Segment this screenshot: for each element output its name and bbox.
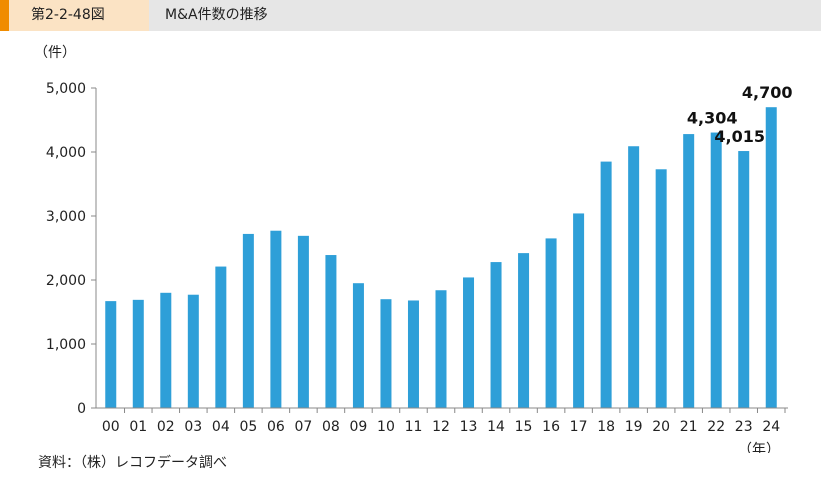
bar [518,253,530,408]
figure-number: 第2-2-48図 [9,0,149,31]
x-tick-label: 21 [680,419,698,435]
bar [738,151,750,408]
data-label: 4,015 [714,127,765,146]
x-tick-label: 20 [652,419,670,435]
y-axis: 0 1,000 2,000 3,000 4,000 5,000 [46,81,97,417]
figure-title: M&A件数の推移 [165,7,268,23]
bar [132,299,144,408]
header-accent [0,0,9,31]
bar [655,169,667,408]
x-tick-label: 12 [432,419,450,435]
bar [545,238,557,408]
x-tick-label: 03 [184,419,202,435]
x-tick-label: 15 [515,419,533,435]
y-axis-unit-label: （件） [34,45,76,61]
bar [325,255,337,408]
x-tick-label: 14 [487,419,505,435]
y-tick-label: 2,000 [46,273,86,289]
bar [573,213,585,408]
bar [683,134,695,408]
x-axis-unit-label: （年） [738,442,780,453]
x-tick-label: 05 [239,419,257,435]
bar [297,235,309,408]
bar [352,283,364,408]
x-axis: 00 01 02 03 04 05 06 07 08 09 10 11 12 13 14 15 16 17 18 19… [96,407,788,435]
bar [187,294,199,408]
bar [710,132,722,408]
x-tick-label: 13 [460,419,478,435]
x-tick-label: 04 [212,419,230,435]
bar [765,107,777,408]
x-tick-label: 01 [129,419,147,435]
bar [270,230,282,408]
x-tick-label: 06 [267,419,285,435]
x-tick-label: 08 [322,419,340,435]
source-note: 資料：（株）レコフデータ調べ [38,455,227,471]
y-tick-label: 3,000 [46,209,86,225]
bar [435,290,447,408]
x-tick-label: 18 [597,419,615,435]
bar [490,262,502,408]
x-tick-label: 22 [707,419,725,435]
x-tick-label: 02 [157,419,175,435]
bar [407,300,419,408]
x-tick-label: 09 [350,419,368,435]
x-tick-label: 16 [542,419,560,435]
x-tick-label: 00 [102,419,120,435]
bar [105,301,117,408]
x-tick-label: 24 [762,419,780,435]
y-tick-label: 4,000 [46,145,86,161]
bar [380,299,392,408]
x-tick-label: 11 [405,419,423,435]
bar [600,161,612,408]
y-tick-label: 0 [77,401,86,417]
x-tick-label: 10 [377,419,395,435]
bar [242,233,254,408]
bar [160,292,172,408]
data-label: 4,304 [687,109,738,128]
x-tick-label: 19 [625,419,643,435]
x-tick-label: 23 [735,419,753,435]
bar-series [105,107,777,408]
x-tick-label: 17 [570,419,588,435]
x-tick-label: 07 [294,419,312,435]
data-label: 4,700 [742,83,793,102]
bar [215,266,227,408]
bar [628,146,640,408]
figure-header: 第2-2-48図 M&A件数の推移 [0,0,821,31]
bar [463,277,475,408]
y-tick-label: 1,000 [46,337,86,353]
y-tick-label: 5,000 [46,81,86,97]
